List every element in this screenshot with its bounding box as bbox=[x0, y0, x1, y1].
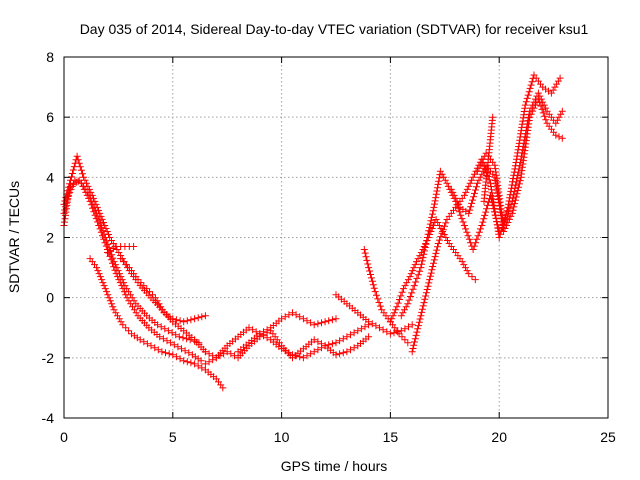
x-tick-label: 0 bbox=[60, 429, 68, 445]
series-arc-10 bbox=[332, 291, 416, 338]
y-tick-label: 0 bbox=[46, 290, 54, 306]
series-arc-5 bbox=[104, 243, 138, 256]
data-point-marker bbox=[86, 255, 227, 392]
y-tick-label: 8 bbox=[46, 49, 54, 65]
data-point-marker bbox=[117, 255, 209, 326]
x-tick-label: 15 bbox=[383, 429, 399, 445]
axis-ticks bbox=[63, 56, 609, 419]
x-tick-label: 5 bbox=[169, 429, 177, 445]
y-axis-label: SDTVAR / TECUs bbox=[6, 181, 22, 293]
x-axis-label: GPS time / hours bbox=[281, 458, 388, 474]
data-point-marker bbox=[473, 89, 566, 229]
y-tick-label: -4 bbox=[42, 410, 55, 426]
series-arc-16 bbox=[473, 89, 566, 229]
series-arc-9 bbox=[234, 321, 373, 362]
y-tick-label: 2 bbox=[46, 230, 54, 246]
x-tick-label: 10 bbox=[274, 429, 290, 445]
y-tick-label: -2 bbox=[42, 350, 55, 366]
y-tick-label: 4 bbox=[46, 169, 54, 185]
y-tick-label: 6 bbox=[46, 109, 54, 125]
series-arc-4 bbox=[86, 255, 227, 392]
chart-title: Day 035 of 2014, Sidereal Day-to-day VTE… bbox=[80, 21, 589, 37]
data-point-marker bbox=[104, 243, 138, 256]
series-arc-17 bbox=[480, 113, 497, 205]
series-arc-6 bbox=[117, 255, 209, 326]
data-point-marker bbox=[234, 321, 373, 362]
data-point-marker bbox=[332, 291, 416, 338]
data-markers bbox=[60, 71, 566, 392]
data-point-marker bbox=[360, 246, 412, 347]
series-arc-11 bbox=[360, 246, 412, 347]
x-tick-labels: 0 5 10 15 20 25 bbox=[60, 429, 616, 445]
data-point-marker bbox=[386, 216, 479, 326]
series-arc-12 bbox=[386, 216, 479, 326]
x-tick-label: 20 bbox=[491, 429, 507, 445]
x-tick-label: 25 bbox=[600, 429, 616, 445]
data-point-marker bbox=[480, 113, 497, 205]
y-tick-labels: -4 -2 0 2 4 6 8 bbox=[42, 49, 55, 426]
